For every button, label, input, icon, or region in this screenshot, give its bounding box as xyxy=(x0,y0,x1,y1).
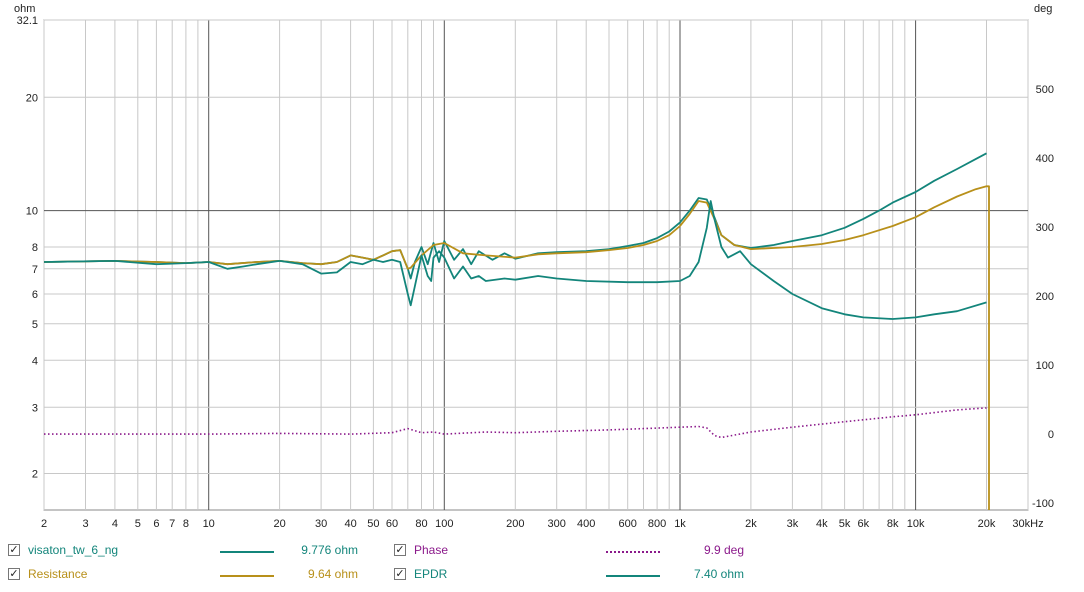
legend-swatch-epdr xyxy=(606,575,660,577)
legend-checkbox-epdr[interactable]: ✓ xyxy=(394,568,406,580)
legend-item-resistance[interactable]: ✓ Resistance 9.64 ohm xyxy=(8,566,388,584)
legend-value-resistance: 9.64 ohm xyxy=(307,567,358,581)
legend: ✓ visaton_tw_6_ng 9.776 ohm ✓ Resistance… xyxy=(0,536,1084,592)
y-left-tick-label: 2 xyxy=(32,469,38,481)
x-tick-label: 30kHz xyxy=(1012,518,1043,530)
x-tick-label: 30 xyxy=(315,518,327,530)
y-left-tick-label: 32.1 xyxy=(17,15,38,27)
y-right-tick-label: 400 xyxy=(1036,153,1054,165)
x-tick-label: 80 xyxy=(415,518,427,530)
y-right-unit: deg xyxy=(1034,3,1052,15)
x-tick-label: 800 xyxy=(648,518,666,530)
x-tick-label: 60 xyxy=(386,518,398,530)
y-right-tick-label: 100 xyxy=(1036,360,1054,372)
x-tick-label: 600 xyxy=(619,518,637,530)
x-tick-label: 4k xyxy=(816,518,828,530)
impedance-chart: 2 3 4 5 6 7 8 10 20 30 40 50 60 80 100 200 300 400 600 800 1… xyxy=(14,3,1054,530)
y-left-unit: ohm xyxy=(14,3,35,15)
y-left-tick-label: 3 xyxy=(32,402,38,414)
y-axis-right: 500 400 300 200 100 0 -100 xyxy=(1032,84,1054,510)
legend-label-phase: Phase xyxy=(414,543,449,557)
x-tick-label: 200 xyxy=(506,518,524,530)
legend-swatch-phase xyxy=(606,551,660,553)
y-left-tick-label: 7 xyxy=(32,264,38,276)
x-tick-label: 6 xyxy=(153,518,159,530)
x-tick-label: 2 xyxy=(41,518,47,530)
grid xyxy=(43,19,1029,510)
y-left-tick-label: 8 xyxy=(32,242,38,254)
y-right-tick-label: 300 xyxy=(1036,222,1054,234)
x-tick-label: 7 xyxy=(169,518,175,530)
x-tick-label: 3k xyxy=(787,518,799,530)
y-left-tick-label: 10 xyxy=(26,206,38,218)
legend-label-resistance: Resistance xyxy=(28,567,88,581)
series-line-resistance xyxy=(43,185,990,510)
x-tick-label: 400 xyxy=(577,518,595,530)
x-tick-label: 40 xyxy=(344,518,356,530)
x-tick-label: 8 xyxy=(183,518,189,530)
x-axis: 2 3 4 5 6 7 8 10 20 30 40 50 60 80 100 200 300 400 600 800 1… xyxy=(41,518,1044,530)
x-tick-label: 1k xyxy=(674,518,686,530)
x-tick-label: 50 xyxy=(367,518,379,530)
legend-checkbox-phase[interactable]: ✓ xyxy=(394,544,406,556)
legend-value-visaton: 9.776 ohm xyxy=(301,543,358,557)
legend-item-visaton[interactable]: ✓ visaton_tw_6_ng 9.776 ohm xyxy=(8,542,388,560)
y-right-tick-label: 500 xyxy=(1036,84,1054,96)
legend-swatch-visaton xyxy=(220,551,274,553)
legend-label-visaton: visaton_tw_6_ng xyxy=(28,543,119,557)
x-tick-label: 6k xyxy=(857,518,869,530)
y-right-tick-label: 200 xyxy=(1036,291,1054,303)
x-tick-label: 3 xyxy=(82,518,88,530)
legend-checkbox-resistance[interactable]: ✓ xyxy=(8,568,20,580)
series-group xyxy=(43,152,990,510)
x-tick-label: 100 xyxy=(435,518,453,530)
x-tick-label: 300 xyxy=(548,518,566,530)
x-tick-label: 8k xyxy=(887,518,899,530)
x-tick-label: 10k xyxy=(907,518,925,530)
y-left-tick-label: 20 xyxy=(26,92,38,104)
x-tick-label: 5k xyxy=(839,518,851,530)
x-tick-label: 10 xyxy=(203,518,215,530)
legend-item-phase[interactable]: ✓ Phase 9.9 deg xyxy=(394,542,754,560)
legend-value-phase: 9.9 deg xyxy=(703,543,744,557)
y-right-tick-label: -100 xyxy=(1032,498,1054,510)
y-left-tick-label: 6 xyxy=(32,289,38,301)
series-line-epdr xyxy=(43,200,987,320)
y-right-tick-label: 0 xyxy=(1048,429,1054,441)
legend-label-epdr: EPDR xyxy=(414,567,448,581)
x-tick-label: 5 xyxy=(135,518,141,530)
x-tick-label: 2k xyxy=(745,518,757,530)
legend-value-epdr: 7.40 ohm xyxy=(693,567,744,581)
plot-background xyxy=(43,19,1029,511)
y-axis-left: 32.1 20 10 8 7 6 5 4 3 2 xyxy=(17,15,38,481)
x-tick-label: 20k xyxy=(978,518,996,530)
x-tick-label: 4 xyxy=(112,518,118,530)
y-left-tick-label: 4 xyxy=(32,355,38,367)
legend-item-epdr[interactable]: ✓ EPDR 7.40 ohm xyxy=(394,566,754,584)
legend-checkbox-visaton[interactable]: ✓ xyxy=(8,544,20,556)
x-tick-label: 20 xyxy=(273,518,285,530)
y-left-tick-label: 5 xyxy=(32,319,38,331)
legend-swatch-resistance xyxy=(220,575,274,577)
